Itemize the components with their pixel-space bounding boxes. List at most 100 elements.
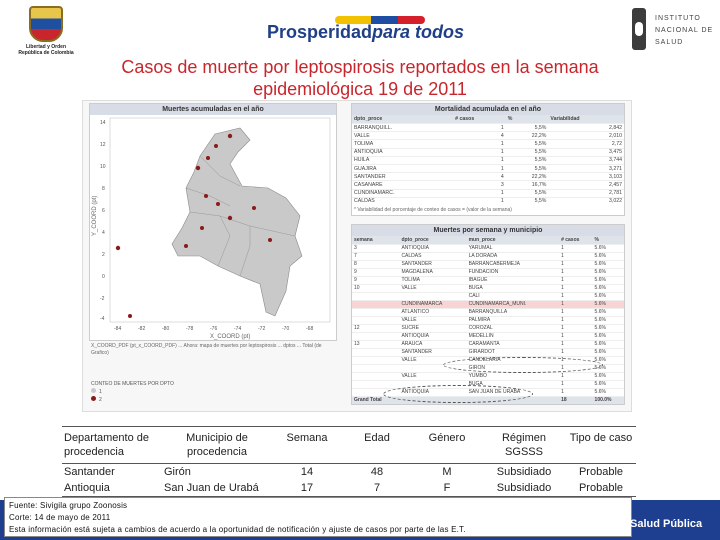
table2-cell — [399, 379, 467, 389]
legend-item: 1 — [91, 388, 174, 396]
x-tick: -82 — [138, 326, 145, 332]
table1-cell: ANTIOQUIA — [352, 147, 454, 157]
table1-cell: 1 — [453, 139, 506, 149]
table2-cell: 5.6% — [592, 339, 624, 349]
x-tick: -76 — [210, 326, 217, 332]
table1-cell: 5,5% — [505, 139, 549, 149]
table2-cell — [399, 363, 467, 373]
table1-cell: SANTANDER — [352, 172, 454, 181]
cases-table: Departamento de procedencia Municipio de… — [62, 427, 636, 496]
cell-regime: Subsidiado — [496, 482, 552, 494]
table1-cell: 2,842 — [548, 122, 624, 132]
table-row: GUAJIRA 1 5,5% 3,271 — [352, 163, 624, 173]
y-tick: 12 — [100, 142, 106, 148]
table2-cell: BUGA — [466, 283, 560, 293]
table1-cell: 1 — [453, 122, 506, 132]
table2-cell: 1 — [559, 299, 593, 309]
table-row: SANTANDER GIRARDOT 1 5.6% — [352, 347, 624, 357]
y-tick: 0 — [102, 274, 105, 280]
table2-cell: SANTANDER — [399, 347, 467, 357]
table-row: VALLE 4 22,2% 2,010 — [352, 131, 624, 140]
x-axis-label: X_COORD (pt) — [210, 334, 250, 340]
table1-cell: 3,103 — [548, 172, 624, 181]
crest-caption: Libertad y Orden República de Colombia — [18, 44, 74, 56]
table1-cell: 3,271 — [548, 163, 624, 173]
y-axis-label: Y_COORD (pt) — [92, 196, 98, 236]
case-marker — [268, 238, 272, 242]
institute-line-3: SALUD — [655, 39, 684, 46]
table2-cell: MEDELLIN — [466, 331, 560, 341]
table1-cell: 5,5% — [505, 147, 549, 157]
table2-cell: BARRANQUILLA — [466, 307, 560, 317]
table2-cell: 1 — [559, 283, 593, 293]
case-marker — [204, 194, 208, 198]
footer-source: Fuente: Sivigila grupo Zoonosis — [9, 501, 128, 510]
table2-cell: 7 — [352, 251, 400, 261]
table2-header: semana — [352, 236, 400, 245]
cell-age: 7 — [373, 482, 381, 494]
table2-cell: 5.6% — [592, 291, 624, 301]
table2-total-cell: 100.0% — [592, 395, 624, 404]
table-row: Antioquia San Juan de Urabá 17 7 F Subsi… — [62, 480, 636, 496]
table2-cell — [352, 379, 400, 389]
table2-total-cell: Grand Total — [352, 395, 400, 404]
table2-cell: 5.6% — [592, 267, 624, 277]
table1-cell: 1 — [453, 147, 506, 157]
table2-cell: 1 — [559, 267, 593, 277]
x-tick: -72 — [258, 326, 265, 332]
slide-title: Casos de muerte por leptospirosis report… — [121, 57, 599, 99]
table2-cell: SUCRE — [399, 323, 467, 333]
accumulated-table: dpto_proce # casos % Variabilidad BARRAN… — [352, 115, 624, 205]
table-row: SANTANDER 4 22,2% 3,103 — [352, 172, 624, 181]
weekly-table-panel: Muertes por semana y municipio semana dp… — [351, 224, 625, 405]
table1-cell: 1 — [453, 188, 506, 198]
table2-cell: 5.6% — [592, 387, 624, 397]
case-marker — [227, 215, 233, 221]
table2-cell: BARRANCABERMEJA — [466, 259, 560, 269]
table1-cell: 3,022 — [548, 196, 624, 205]
table1-cell: 5,5% — [505, 196, 549, 205]
table-row: BUGA 1 5.6% — [352, 379, 624, 389]
table-row: 10 VALLE BUGA 1 5.6% — [352, 283, 624, 293]
table2-cell: 5.6% — [592, 323, 624, 333]
brand-main: Prosperidad — [267, 22, 373, 42]
footer-disclaimer: Esta información está sujeta a cambios d… — [9, 525, 466, 534]
table-row: 13 ARAUCA CARAMANTA 1 5.6% — [352, 339, 624, 349]
x-tick: -70 — [282, 326, 289, 332]
cell-week: 17 — [300, 482, 314, 494]
institute-name: INSTITUTO NACIONAL DE SALUD — [655, 13, 713, 49]
table2-cell: CARAMANTA — [466, 339, 560, 349]
table2-cell: 1 — [559, 259, 593, 269]
table2-cell: ANTIOQUIA — [399, 244, 467, 253]
header-dept: Departamento de procedencia — [62, 427, 162, 464]
table2-cell: 1 — [559, 291, 593, 301]
table-row: BARRANQUILL. 1 5,5% 2,842 — [352, 122, 624, 132]
x-tick: -78 — [186, 326, 193, 332]
cell-age: 48 — [370, 466, 384, 478]
table2-cell: YARUMAL — [466, 244, 560, 253]
x-tick: -68 — [306, 326, 313, 332]
table1-cell: 5,5% — [505, 122, 549, 132]
y-tick: 2 — [102, 252, 105, 258]
y-tick: 8 — [102, 186, 105, 192]
table1-cell: HUILA — [352, 155, 454, 165]
table-row: CUNDINAMARC. 1 5,5% 2,781 — [352, 188, 624, 198]
table1-cell: BARRANQUILL. — [352, 122, 454, 132]
cell-case-type: Probable — [578, 482, 624, 494]
table2-cell: CUNDINAMARCA — [399, 299, 467, 309]
table-row: VALLE YUMBO 1 5.6% — [352, 371, 624, 381]
table2-cell: 1 — [559, 251, 593, 261]
y-tick: 10 — [100, 164, 106, 170]
table2-cell: 5.6% — [592, 244, 624, 253]
crest-icon — [29, 6, 63, 42]
y-tick: 6 — [102, 208, 105, 214]
table1-cell: 22,2% — [505, 172, 549, 181]
table-row: ATLANTICO BARRANQUILLA 1 5.6% — [352, 307, 624, 317]
dashboard-figure: Muertes acumuladas en el año Y_COORD (pt… — [82, 100, 632, 412]
header-regime: Régimen SGSSS — [482, 427, 566, 464]
case-marker — [252, 206, 256, 210]
legend-dot-icon — [91, 388, 96, 393]
table1-header: # casos — [453, 115, 506, 124]
institute-line-1: INSTITUTO — [655, 15, 701, 22]
footer-source-box: Fuente: Sivigila grupo Zoonosis Corte: 1… — [4, 497, 632, 537]
